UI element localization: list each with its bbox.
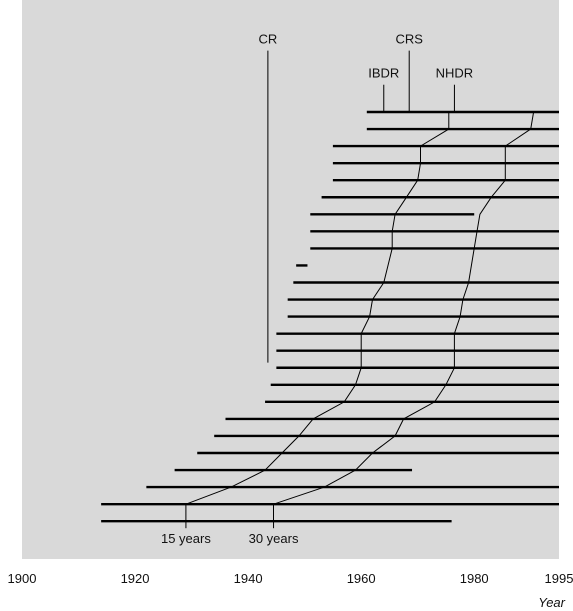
x-tick-label-1940: 1940 [234, 571, 263, 586]
x-tick-label-1980: 1980 [460, 571, 489, 586]
plot-background [22, 0, 559, 559]
marker-label-cr: CR [258, 32, 277, 47]
x-axis-label: Year [538, 595, 565, 610]
series-annotation-0: 15 years [161, 531, 211, 546]
x-axis-ticks: 1900 1920 1940 1960 1980 1995 [8, 571, 573, 586]
x-tick-label-1920: 1920 [121, 571, 150, 586]
x-tick-label-1995: 1995 [545, 571, 573, 586]
x-tick-label-1960: 1960 [347, 571, 376, 586]
marker-label-crs: CRS [395, 32, 423, 47]
marker-label-nhdr: NHDR [436, 66, 474, 81]
marker-label-ibdr: IBDR [368, 66, 399, 81]
x-tick-label-1900: 1900 [8, 571, 37, 586]
series-annotation-1: 30 years [249, 531, 299, 546]
